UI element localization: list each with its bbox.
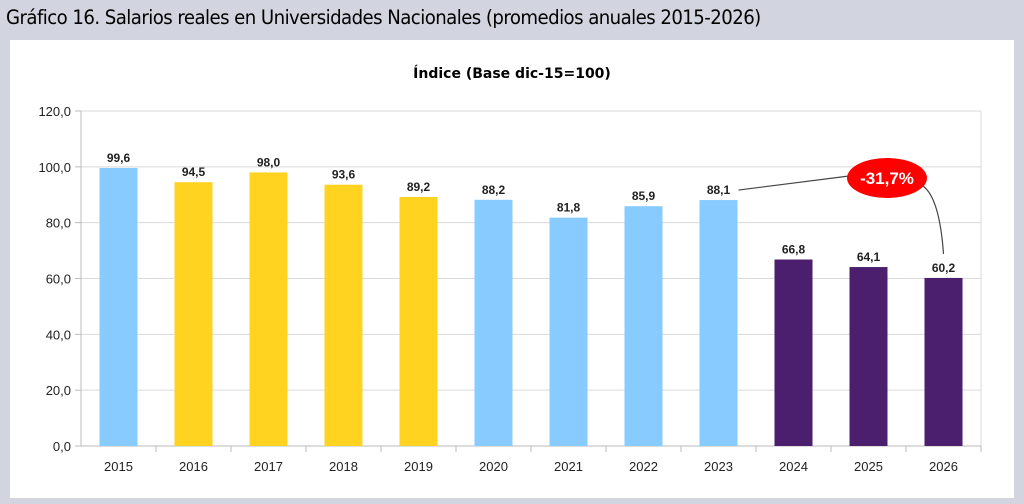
x-tick-label: 2020: [479, 459, 508, 474]
chart-header-title: Gráfico 16. Salarios reales en Universid…: [6, 6, 761, 29]
bar-2020: [474, 199, 513, 446]
data-label: 88,1: [707, 183, 731, 197]
x-tick-label: 2023: [704, 459, 733, 474]
data-label: 89,2: [407, 180, 431, 194]
bar-2017: [249, 172, 288, 446]
data-label: 66,8: [782, 243, 806, 257]
x-tick-label: 2022: [629, 459, 658, 474]
bar-2018: [324, 184, 363, 446]
data-label: 88,2: [482, 183, 506, 197]
bar-2019: [399, 196, 438, 446]
bar-2023: [699, 200, 738, 446]
bar-2022: [624, 206, 663, 446]
chart-title: Índice (Base dic-15=100): [413, 65, 611, 82]
y-tick-label: 20,0: [46, 383, 71, 398]
x-tick-label: 2024: [779, 459, 808, 474]
bar-2025: [849, 267, 888, 446]
bar-2016: [174, 182, 213, 446]
y-tick-label: 40,0: [46, 327, 71, 342]
data-label: 60,2: [932, 261, 956, 275]
annotation-text: -31,7%: [860, 169, 914, 188]
y-tick-label: 120,0: [38, 104, 71, 119]
y-tick-label: 100,0: [38, 160, 71, 175]
data-label: 99,6: [107, 151, 131, 165]
x-tick-label: 2016: [179, 459, 208, 474]
x-tick-label: 2019: [404, 459, 433, 474]
y-tick-label: 60,0: [46, 272, 71, 287]
bar-2024: [774, 259, 813, 446]
data-label: 85,9: [632, 189, 656, 203]
y-tick-label: 80,0: [46, 216, 71, 231]
x-tick-label: 2017: [254, 459, 283, 474]
data-label: 93,6: [332, 168, 356, 182]
annotation-connector: [738, 175, 850, 191]
x-tick-label: 2021: [554, 459, 583, 474]
annotation-connector: [922, 185, 945, 254]
y-tick-label: 0,0: [53, 439, 71, 454]
x-tick-label: 2018: [329, 459, 358, 474]
data-label: 94,5: [182, 165, 206, 179]
data-label: 64,1: [857, 250, 881, 264]
data-label: 98,0: [257, 155, 281, 169]
x-tick-label: 2015: [104, 459, 133, 474]
bar-2021: [549, 217, 588, 446]
bar-2015: [99, 167, 138, 446]
data-label: 81,8: [557, 201, 581, 215]
annotation-bubble: [847, 158, 927, 198]
x-tick-label: 2026: [929, 459, 958, 474]
bar-2026: [924, 277, 963, 446]
x-tick-label: 2025: [854, 459, 883, 474]
